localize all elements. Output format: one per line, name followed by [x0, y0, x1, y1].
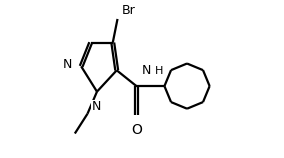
Text: Br: Br — [122, 4, 135, 17]
Text: N: N — [91, 100, 101, 113]
Text: H: H — [155, 66, 164, 76]
Text: N: N — [142, 64, 151, 77]
Text: O: O — [131, 123, 142, 137]
Text: N: N — [62, 58, 72, 71]
